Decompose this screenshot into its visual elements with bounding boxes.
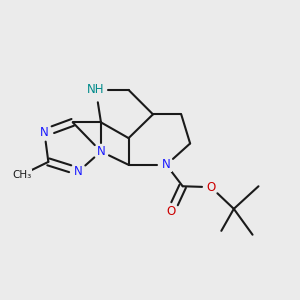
Text: O: O (166, 205, 176, 218)
Text: CH₃: CH₃ (13, 170, 32, 180)
Text: N: N (97, 145, 105, 158)
Text: N: N (40, 126, 49, 139)
Text: N: N (74, 165, 83, 178)
Text: O: O (206, 181, 216, 194)
Text: N: N (162, 158, 171, 171)
Text: NH: NH (87, 83, 105, 97)
